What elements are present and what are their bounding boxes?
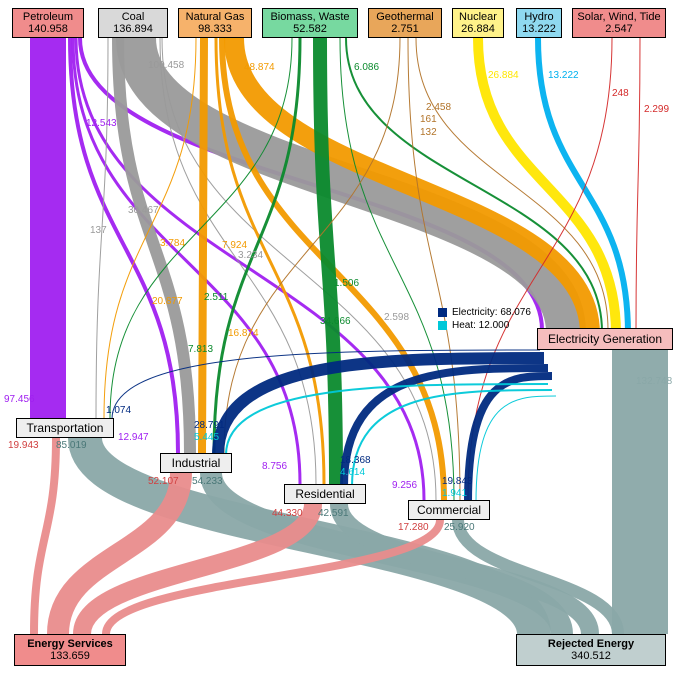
source-label: Coal (101, 11, 165, 23)
flow-value-label: 20.877 (152, 296, 183, 307)
source-value: 2.751 (371, 23, 439, 35)
flow-value-label: 3.784 (160, 238, 185, 249)
flow-path (76, 38, 424, 500)
flow-value-label: 19.943 (8, 440, 39, 451)
sink-label: Energy Services (17, 638, 123, 650)
flow-path (476, 396, 556, 502)
source-label: Petroleum (15, 11, 81, 23)
flow-value-label: 48.874 (244, 62, 275, 73)
sector-node-commercial: Commercial (408, 500, 490, 520)
sector-node-industrial: Industrial (160, 453, 232, 473)
flow-value-label: 2.598 (384, 312, 409, 323)
sector-node-transportation: Transportation (16, 418, 114, 438)
source-label: Biomass, Waste (265, 11, 355, 23)
flow-value-label: 1.941 (442, 488, 467, 499)
flow-value-label: 1.074 (106, 405, 131, 416)
flow-value-label: 7.924 (222, 240, 247, 251)
sink-value: 340.512 (519, 650, 663, 662)
flow-value-label: 54.233 (192, 476, 223, 487)
flow-value-label: 9.256 (392, 480, 417, 491)
source-value: 136.894 (101, 23, 165, 35)
legend-text: Electricity: 68.076 (452, 306, 531, 319)
source-value: 13.222 (519, 23, 559, 35)
sink-label: Rejected Energy (519, 638, 663, 650)
source-node-coal: Coal136.894 (98, 8, 168, 38)
flow-path (636, 38, 640, 330)
flow-value-label: 19.843 (442, 476, 473, 487)
sink-node-rejected: Rejected Energy340.512 (516, 634, 666, 666)
flow-value-label: 7.813 (188, 344, 213, 355)
sector-node-elecgen: Electricity Generation (537, 328, 673, 350)
flow-value-label: 28.791 (194, 420, 225, 431)
flow-value-label: 1.506 (334, 278, 359, 289)
flow-value-label: 2.299 (644, 104, 669, 115)
source-label: Geothermal (371, 11, 439, 23)
source-value: 98.333 (181, 23, 249, 35)
flow-value-label: 2.458 (426, 102, 451, 113)
legend-row: Electricity: 68.076 (438, 306, 531, 319)
flow-value-label: 16.874 (228, 328, 259, 339)
sankey-diagram: Petroleum140.958 Coal136.894 Natural Gas98… (0, 0, 678, 673)
source-node-geo: Geothermal2.751 (368, 8, 442, 38)
source-node-swt: Solar, Wind, Tide2.547 (572, 8, 666, 38)
source-node-petroleum: Petroleum140.958 (12, 8, 84, 38)
flow-value-label: 12.543 (86, 118, 117, 129)
flow-value-label: 100.458 (148, 60, 184, 71)
source-value: 140.958 (15, 23, 81, 35)
flow-value-label: 13.222 (548, 70, 579, 81)
sector-label: Industrial (172, 456, 221, 470)
flow-value-label: 26.884 (488, 70, 519, 81)
flow-value-label: 6.086 (354, 62, 379, 73)
flow-value-label: 44.330 (272, 508, 303, 519)
source-value: 2.547 (575, 23, 663, 35)
flow-value-label: 137 (90, 225, 107, 236)
flow-path (320, 38, 336, 484)
sector-label: Residential (295, 487, 354, 501)
flow-value-label: 34.666 (320, 316, 351, 327)
flow-value-label: 132.748 (636, 376, 672, 387)
source-value: 26.884 (455, 23, 501, 35)
flow-value-label: 25.920 (444, 522, 475, 533)
flow-path (352, 390, 552, 486)
flow-value-label: 30.467 (128, 205, 159, 216)
flow-value-label: 85.019 (56, 440, 87, 451)
flow-value-label: 4.614 (340, 467, 365, 478)
legend-swatch (438, 321, 447, 330)
legend-electricity-heat: Electricity: 68.076Heat: 12.000 (438, 306, 531, 332)
flow-value-label: 8.756 (262, 461, 287, 472)
sector-label: Transportation (27, 421, 104, 435)
sink-value: 133.659 (17, 650, 123, 662)
flow-value-label: 52.107 (148, 476, 179, 487)
flow-value-label: 2.511 (204, 292, 228, 303)
flow-value-label: 132 (420, 127, 437, 138)
flow-value-label: 97.456 (4, 394, 35, 405)
source-node-hydro: Hydro13.222 (516, 8, 562, 38)
legend-text: Heat: 12.000 (452, 319, 509, 332)
sector-label: Electricity Generation (548, 332, 662, 346)
legend-swatch (438, 308, 447, 317)
source-label: Nuclear (455, 11, 501, 23)
source-label: Solar, Wind, Tide (575, 11, 663, 23)
legend-row: Heat: 12.000 (438, 319, 531, 332)
flow-value-label: 12.947 (118, 432, 149, 443)
flow-value-label: 161 (420, 114, 437, 125)
source-node-nuclear: Nuclear26.884 (452, 8, 504, 38)
source-node-natgas: Natural Gas98.333 (178, 8, 252, 38)
flow-value-label: 18.368 (340, 455, 371, 466)
flow-value-label: 42.591 (318, 508, 349, 519)
source-node-biomass: Biomass, Waste52.582 (262, 8, 358, 38)
sector-label: Commercial (417, 503, 481, 517)
flow-value-label: 5.445 (194, 432, 219, 443)
flow-path (202, 38, 204, 453)
source-label: Hydro (519, 11, 559, 23)
sink-node-services: Energy Services133.659 (14, 634, 126, 666)
flow-value-label: 3.234 (238, 250, 263, 261)
flow-value-label: 17.280 (398, 522, 429, 533)
sector-node-residential: Residential (284, 484, 366, 504)
source-label: Natural Gas (181, 11, 249, 23)
flow-value-label: 248 (612, 88, 629, 99)
source-value: 52.582 (265, 23, 355, 35)
